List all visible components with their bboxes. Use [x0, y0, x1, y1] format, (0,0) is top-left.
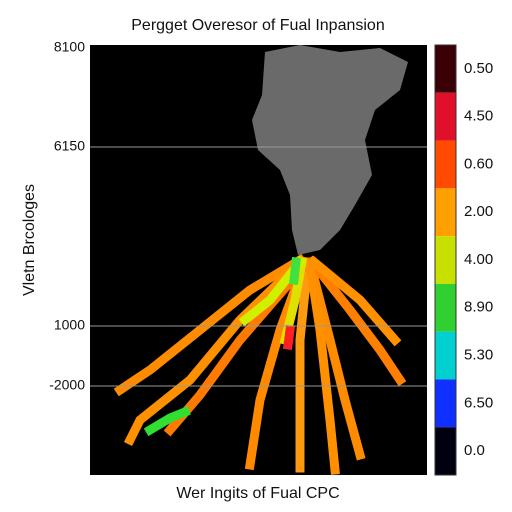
colorbar-label: 4.50	[464, 108, 493, 125]
y-tick-label: 6150	[54, 138, 85, 154]
x-axis-label: Wer Ingits of Fual CPC	[176, 485, 339, 502]
colorbar-label: 5.30	[464, 347, 493, 364]
y-tick-label: 8100	[54, 39, 85, 55]
y-tick-label: 1000	[54, 317, 85, 333]
colorbar-label: 0.0	[464, 442, 485, 459]
colorbar-swatch	[435, 45, 456, 93]
colorbar-label: 8.90	[464, 299, 493, 316]
lava-flows	[113, 253, 407, 475]
colorbar-label: 6.50	[464, 394, 493, 411]
colorbar-border	[434, 44, 457, 476]
colorbar-label: 4.00	[464, 251, 493, 268]
colorbar-swatch	[435, 283, 456, 332]
colorbar-swatch	[435, 140, 456, 189]
colorbar-swatch	[435, 236, 456, 284]
colorbar-label: 0.50	[464, 60, 493, 77]
colorbar-swatch	[435, 331, 456, 380]
chart-title: Pergget Overesor of Fual Inpansion	[131, 17, 384, 34]
colorbar-swatch	[435, 188, 456, 237]
colorbar-swatch	[435, 379, 456, 428]
y-tick-label: -2000	[49, 377, 85, 393]
colorbar-swatch	[435, 427, 456, 475]
y-axis-label: Vletn Brcologes	[21, 184, 38, 296]
colorbar-label: 2.00	[464, 203, 493, 220]
smoke-plume	[252, 45, 408, 255]
colorbar-swatch	[435, 92, 456, 141]
colorbar-label: 0.60	[464, 155, 493, 172]
